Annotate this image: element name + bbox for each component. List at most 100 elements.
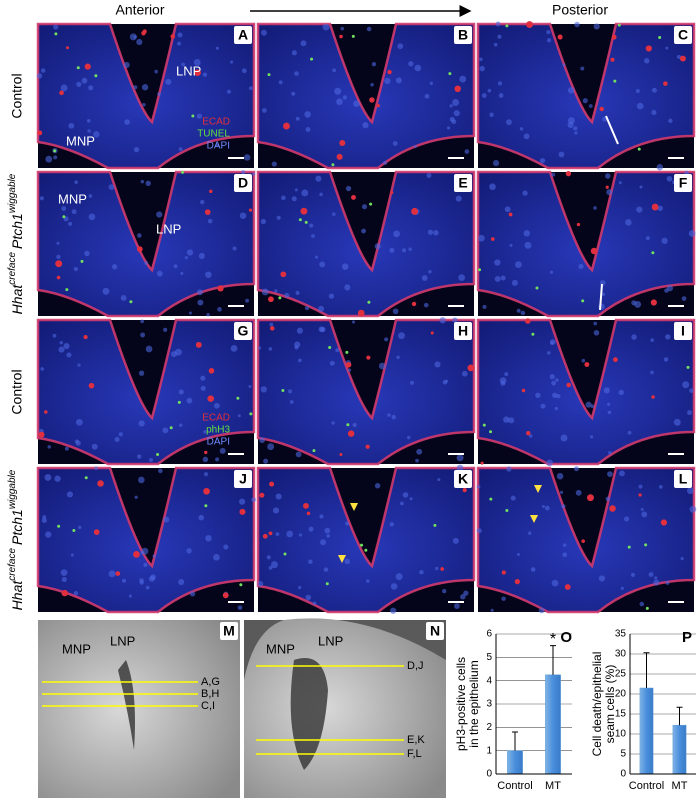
nucleus <box>352 422 357 428</box>
cell-red <box>663 81 668 86</box>
nucleus <box>634 301 642 308</box>
nucleus <box>427 229 434 235</box>
nucleus <box>624 516 630 522</box>
nucleus <box>590 404 595 409</box>
nucleus <box>328 293 335 299</box>
y-tick-label: 1 <box>486 745 492 756</box>
nucleus <box>145 585 150 590</box>
panel-letter-box <box>234 322 252 340</box>
panel-letter: C <box>678 27 688 43</box>
nucleus <box>455 195 462 202</box>
nucleus <box>163 516 170 523</box>
nucleus <box>361 204 368 210</box>
nucleus <box>666 285 674 292</box>
cell-green <box>328 346 332 350</box>
cell-red <box>365 444 370 449</box>
nucleus <box>374 483 381 489</box>
nucleus <box>479 57 483 62</box>
cell-green <box>94 74 98 78</box>
nucleus <box>186 548 192 554</box>
nucleus <box>193 58 201 66</box>
nucleus <box>654 576 658 580</box>
nucleus <box>689 388 694 393</box>
cell-red <box>660 519 668 526</box>
nucleus <box>419 569 424 575</box>
nucleus <box>593 23 600 30</box>
image-panel: C <box>476 21 696 171</box>
cell-red <box>141 31 146 36</box>
y-axis-label: in the epithelium <box>467 660 481 747</box>
nucleus <box>451 119 457 125</box>
nucleus <box>423 302 429 308</box>
nucleus <box>148 457 154 463</box>
cell-red <box>208 368 215 374</box>
image-panel: K <box>256 464 476 614</box>
nucleus <box>640 508 644 512</box>
nucleus <box>546 30 551 35</box>
cell-red <box>679 55 686 62</box>
nucleus <box>311 234 315 238</box>
nucleus <box>138 476 145 484</box>
nucleus <box>476 484 481 489</box>
nucleus <box>202 72 208 77</box>
nucleus <box>42 515 47 519</box>
x-tick-label: MT <box>545 780 561 792</box>
nucleus <box>605 173 611 179</box>
panel-letter: A <box>238 27 248 43</box>
image-panel: F <box>476 170 696 318</box>
nucleus <box>197 289 204 296</box>
nucleus <box>627 430 632 435</box>
nucleus <box>281 195 286 201</box>
cell-red <box>387 69 392 75</box>
nucleus <box>230 60 234 64</box>
nucleus <box>504 206 511 213</box>
nucleus <box>215 143 220 148</box>
cell-green <box>84 476 88 480</box>
nucleus <box>41 517 47 524</box>
cell-green <box>249 412 253 416</box>
nucleus <box>641 511 648 518</box>
pointer-arrow <box>599 283 603 311</box>
nucleus <box>108 184 115 190</box>
nucleus <box>138 370 145 376</box>
nucleus <box>295 116 300 121</box>
nucleus <box>133 85 138 90</box>
nucleus <box>318 326 325 333</box>
cell-red <box>170 34 176 39</box>
stain-legend: DAPI <box>207 437 230 448</box>
nucleus <box>454 603 460 609</box>
nucleus <box>602 292 606 296</box>
nucleus <box>665 334 671 340</box>
nucleus <box>608 451 612 455</box>
panel-letter-box <box>454 26 472 44</box>
nucleus <box>39 196 45 201</box>
nucleus <box>267 443 275 451</box>
cell-red <box>66 46 70 50</box>
nucleus <box>409 497 413 501</box>
cell-red <box>270 326 275 331</box>
nucleus <box>516 308 521 313</box>
nucleus <box>575 489 582 496</box>
cell-red <box>203 487 210 495</box>
nucleus <box>598 575 606 582</box>
nucleus <box>188 311 192 315</box>
cell-green <box>62 215 66 219</box>
nucleus <box>61 206 67 211</box>
nucleus <box>439 317 446 324</box>
nucleus <box>551 579 559 587</box>
nucleus <box>395 573 403 581</box>
cell-green <box>346 423 350 427</box>
cell-green <box>433 523 437 527</box>
region-label: LNP <box>318 633 343 648</box>
nucleus <box>559 490 564 494</box>
cell-red <box>204 450 208 455</box>
cell-red <box>115 571 121 576</box>
cell-green <box>367 300 371 304</box>
nucleus <box>344 558 351 565</box>
nucleus <box>551 380 557 386</box>
panel-letter: K <box>458 471 468 487</box>
nucleus <box>70 553 74 557</box>
tissue <box>38 468 254 612</box>
nucleus <box>294 341 301 348</box>
